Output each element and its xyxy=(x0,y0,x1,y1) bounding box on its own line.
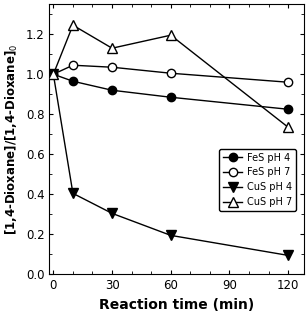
FeS pH 7 xyxy=(169,71,172,75)
Line: CuS pH 4: CuS pH 4 xyxy=(48,70,293,260)
CuS pH 7 xyxy=(51,72,55,76)
CuS pH 7 xyxy=(71,23,75,27)
CuS pH 7 xyxy=(286,125,290,129)
Line: FeS pH 4: FeS pH 4 xyxy=(49,70,292,113)
FeS pH 4 xyxy=(286,107,290,111)
FeS pH 7 xyxy=(51,72,55,76)
FeS pH 4 xyxy=(110,88,114,92)
X-axis label: Reaction time (min): Reaction time (min) xyxy=(99,298,254,312)
Legend: FeS pH 4, FeS pH 7, CuS pH 4, CuS pH 7: FeS pH 4, FeS pH 7, CuS pH 4, CuS pH 7 xyxy=(219,149,296,211)
CuS pH 4 xyxy=(51,72,55,76)
FeS pH 4 xyxy=(169,95,172,99)
CuS pH 4 xyxy=(71,191,75,195)
CuS pH 7 xyxy=(110,46,114,50)
FeS pH 7 xyxy=(110,65,114,69)
CuS pH 7 xyxy=(169,33,172,37)
CuS pH 4 xyxy=(110,211,114,215)
FeS pH 7 xyxy=(286,80,290,84)
CuS pH 4 xyxy=(169,234,172,237)
FeS pH 4 xyxy=(51,72,55,76)
Y-axis label: [1,4-Dioxane]/[1,4-Dioxane]$_0$: [1,4-Dioxane]/[1,4-Dioxane]$_0$ xyxy=(4,44,20,235)
Line: FeS pH 7: FeS pH 7 xyxy=(49,61,292,86)
CuS pH 4 xyxy=(286,253,290,257)
FeS pH 4 xyxy=(71,79,75,83)
FeS pH 7 xyxy=(71,63,75,67)
Line: CuS pH 7: CuS pH 7 xyxy=(48,20,293,132)
